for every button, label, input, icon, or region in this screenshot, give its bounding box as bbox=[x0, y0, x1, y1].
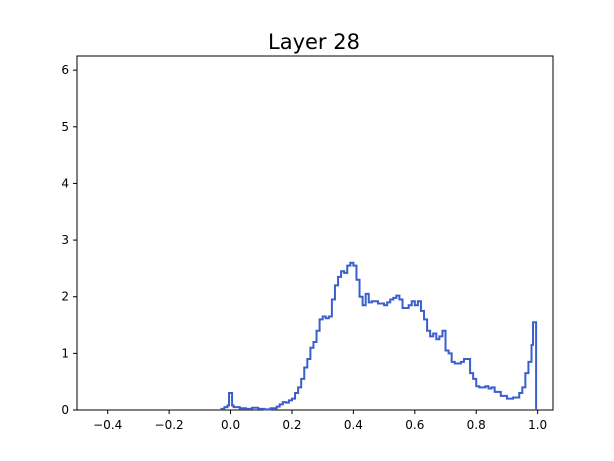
x-tick-label: 0.2 bbox=[282, 418, 301, 432]
y-tick-label: 5 bbox=[61, 120, 69, 134]
x-tick-label: 0.4 bbox=[344, 418, 363, 432]
y-tick-label: 0 bbox=[61, 403, 69, 417]
x-tick-label: 1.0 bbox=[528, 418, 547, 432]
x-tick-label: 0.0 bbox=[221, 418, 240, 432]
y-tick-label: 4 bbox=[61, 176, 69, 190]
histogram-series-line bbox=[220, 261, 538, 411]
plot-frame bbox=[76, 55, 554, 411]
x-tick-label: 0.6 bbox=[405, 418, 424, 432]
y-tick-label: 2 bbox=[61, 290, 69, 304]
x-tick-label: −0.2 bbox=[155, 418, 184, 432]
y-axis: 0 1 2 3 4 5 6 bbox=[61, 63, 77, 417]
y-tick-label: 3 bbox=[61, 233, 69, 247]
chart-title: Layer 28 bbox=[268, 30, 360, 54]
series-layer bbox=[220, 261, 538, 411]
y-tick-label: 6 bbox=[61, 63, 69, 77]
x-tick-label: 0.8 bbox=[467, 418, 486, 432]
x-tick-label: −0.4 bbox=[93, 418, 122, 432]
y-tick-label: 1 bbox=[61, 346, 69, 360]
x-axis: −0.4 −0.2 0.0 0.2 0.4 0.6 0.8 1.0 bbox=[93, 410, 547, 432]
